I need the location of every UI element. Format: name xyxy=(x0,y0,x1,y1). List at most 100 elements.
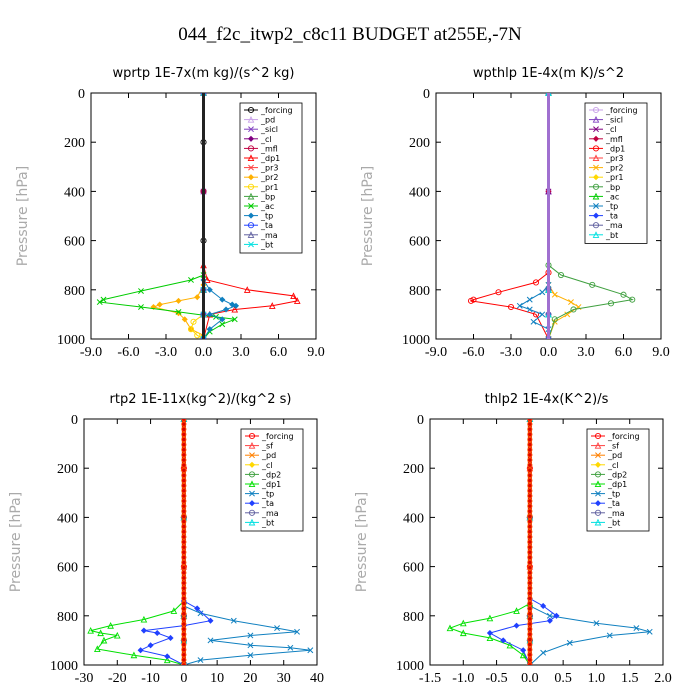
series-line xyxy=(469,93,549,339)
series-point xyxy=(527,585,533,591)
series-point xyxy=(222,306,230,313)
y-tick-label: 600 xyxy=(403,561,424,576)
legend-marker xyxy=(592,192,600,200)
series-point xyxy=(187,326,195,333)
legend-marker xyxy=(594,461,602,468)
legend-marker xyxy=(592,154,600,162)
series-point xyxy=(219,296,226,303)
series-point xyxy=(181,457,187,463)
legend-entry: _forcing xyxy=(605,106,638,115)
y-tick-label: 1000 xyxy=(50,659,78,674)
legend-marker xyxy=(249,490,255,497)
series-point xyxy=(527,595,533,601)
series-point xyxy=(181,529,187,535)
series-point xyxy=(274,625,281,632)
series-point xyxy=(527,575,533,581)
x-tick-label: 0 xyxy=(180,671,187,686)
series-point xyxy=(140,627,147,634)
figure-title: 044_f2c_itwp2_c8c11 BUDGET at255E,-7N xyxy=(178,24,522,45)
chart-panel-4: thlp2 1E-4x(K^2)/s Pressure [hPa] -1.5 -1.0… xyxy=(354,392,672,686)
x-tick-label: 6.0 xyxy=(270,345,288,360)
series-point xyxy=(526,296,533,303)
y-tick-label: 800 xyxy=(409,284,430,299)
series-point xyxy=(181,513,187,519)
series-point xyxy=(100,296,107,303)
series-point xyxy=(206,326,213,333)
series-point xyxy=(181,419,187,422)
series-point xyxy=(527,524,533,530)
series-point xyxy=(219,321,226,328)
y-tick-label: 600 xyxy=(64,235,85,250)
y-tick-label: 800 xyxy=(403,610,424,625)
series-point xyxy=(540,602,547,609)
series-point xyxy=(181,539,187,545)
series-point xyxy=(287,644,294,651)
legend-marker xyxy=(247,154,255,162)
series-point xyxy=(564,311,571,318)
legend-marker xyxy=(248,241,254,248)
y-tick-label: 400 xyxy=(409,185,430,200)
series-point xyxy=(181,554,187,560)
series-point xyxy=(156,301,163,308)
series-point xyxy=(527,472,533,478)
legend-marker xyxy=(248,164,254,171)
series-point xyxy=(181,436,187,443)
y-tick-label: 400 xyxy=(403,511,424,526)
series-point xyxy=(140,615,148,623)
series-point xyxy=(194,332,201,339)
legend-marker xyxy=(592,174,600,181)
legend-entry: _tp xyxy=(607,490,620,499)
legend-marker xyxy=(247,183,255,190)
series-point xyxy=(593,620,600,627)
series-point xyxy=(181,518,187,525)
legend-marker xyxy=(592,115,600,123)
series-point xyxy=(527,513,533,519)
series-point xyxy=(181,493,187,499)
series-point xyxy=(527,600,533,607)
series-point xyxy=(513,622,520,629)
legend-entry: _bt xyxy=(260,240,273,249)
series-point xyxy=(527,539,533,545)
chart-title: wprtp 1E-7x(m kg)/(s^2 kg) xyxy=(113,66,295,81)
series-point xyxy=(459,619,467,627)
x-tick-label: 10 xyxy=(210,671,224,686)
legend-entry: _ma xyxy=(607,509,625,518)
x-tick-label: -9.0 xyxy=(425,345,447,360)
legend-entry: _bt xyxy=(605,231,618,240)
series-point xyxy=(181,626,187,632)
series-point xyxy=(633,625,640,632)
series-point xyxy=(181,426,187,432)
legend-marker xyxy=(594,480,602,488)
x-tick-label: -20 xyxy=(108,671,127,686)
legend-marker xyxy=(249,452,255,459)
series-point xyxy=(526,306,533,313)
series-point xyxy=(200,336,207,339)
series-point xyxy=(527,544,533,550)
legend-marker xyxy=(248,441,256,449)
x-tick-label: -6.0 xyxy=(117,345,139,360)
legend-marker xyxy=(248,509,256,516)
series-point xyxy=(181,462,187,468)
series-point xyxy=(513,607,520,614)
series-point xyxy=(181,565,187,571)
legend-marker xyxy=(592,222,600,229)
series-point xyxy=(607,300,615,307)
x-tick-label: 1.0 xyxy=(588,671,606,686)
series-point xyxy=(181,606,187,612)
legend-entry: _cl xyxy=(260,135,272,144)
series-point xyxy=(247,642,254,649)
series-point xyxy=(181,559,187,566)
series-point xyxy=(206,311,213,318)
chart-title: wpthlp 1E-4x(m K)/s^2 xyxy=(473,66,624,81)
legend-marker xyxy=(594,509,602,516)
legend-entry: _pr1 xyxy=(260,183,278,192)
series-point xyxy=(507,303,515,311)
legend-entry: _cl xyxy=(261,461,273,470)
series-point xyxy=(527,549,533,555)
x-tick-label: 40 xyxy=(310,671,324,686)
series-point xyxy=(181,477,187,484)
series-line xyxy=(183,419,311,665)
series-point xyxy=(546,617,553,624)
x-tick-label: 0.0 xyxy=(195,345,213,360)
legend: _forcing_sf_pd_cl_dp2_dp1_tp_ta_ma_bt xyxy=(586,428,650,532)
